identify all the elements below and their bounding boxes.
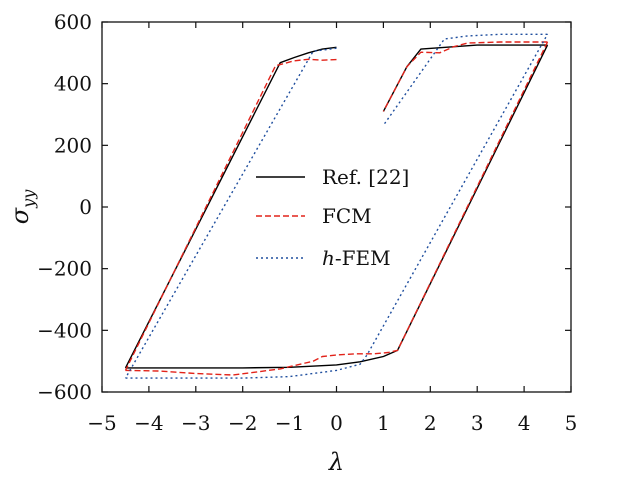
legend: Ref. [22] FCM h-FEM (256, 165, 409, 270)
series-1-segment-1 (125, 41, 549, 376)
series-layer (124, 33, 549, 379)
x-tick-label: 4 (518, 411, 531, 435)
x-tick-label: 1 (377, 411, 390, 435)
x-tick-label: 0 (330, 411, 343, 435)
x-tick-label: 3 (471, 411, 484, 435)
x-tick-label: 2 (424, 411, 437, 435)
legend-label-hfem-rest: -FEM (335, 246, 391, 270)
x-tick-label: −3 (181, 411, 210, 435)
series-2-segment-1 (125, 33, 549, 379)
y-tick-label: 0 (79, 195, 92, 219)
y-tick-label: 400 (54, 72, 92, 96)
y-tick-label: −600 (37, 380, 92, 404)
series-2-segment-0 (124, 47, 337, 379)
y-tick-label: −400 (37, 318, 92, 342)
series-1-segment-2 (382, 41, 548, 112)
legend-label-hfem-italic: h (322, 246, 335, 270)
y-axis-title-subscript: yy (19, 189, 38, 209)
y-tick-label: 600 (54, 10, 92, 34)
x-tick-label: 5 (565, 411, 578, 435)
series-0-segment-2 (382, 44, 548, 112)
y-tick-label: 200 (54, 133, 92, 157)
series-2-segment-2 (382, 33, 548, 126)
x-axis-title: λ (328, 448, 344, 476)
x-tick-label: −5 (87, 411, 116, 435)
x-tick-label: −1 (275, 411, 304, 435)
series-1-segment-0 (124, 58, 337, 371)
tick-layer: −5 −4 −3 −2 −1 0 1 2 3 4 5 −600 −400 −200 0 200 400 600 (37, 10, 577, 435)
y-axis-title: σyy (6, 189, 38, 224)
legend-label-hfem: h-FEM (322, 246, 391, 270)
series-0-segment-1 (125, 44, 549, 369)
legend-label-fcm: FCM (322, 204, 372, 228)
legend-label-ref: Ref. [22] (322, 165, 409, 189)
series-0-segment-0 (124, 46, 337, 369)
y-tick-label: −200 (37, 257, 92, 281)
x-tick-label: −2 (228, 411, 257, 435)
y-axis-title-symbol: σ (6, 207, 34, 224)
x-tick-label: −4 (134, 411, 163, 435)
